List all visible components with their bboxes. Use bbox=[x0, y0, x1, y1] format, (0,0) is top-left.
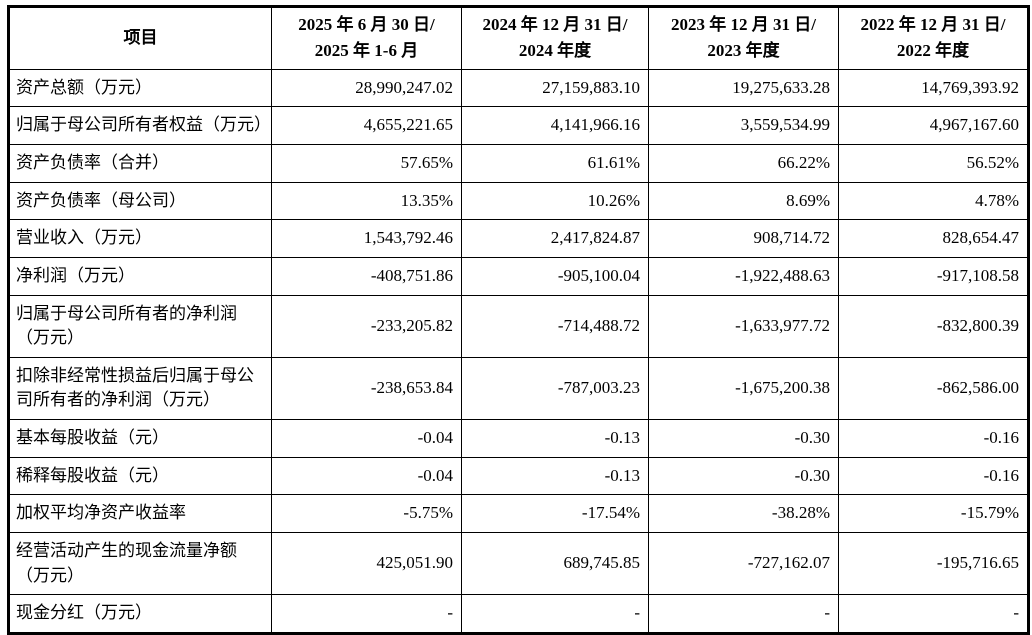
cell-value: - bbox=[648, 594, 839, 634]
cell-value: 57.65% bbox=[271, 143, 462, 183]
table-row: 归属于母公司所有者权益（万元） 4,655,221.65 4,141,966.1… bbox=[8, 106, 1029, 145]
cell-value: 10.26% bbox=[461, 181, 649, 221]
table-row: 加权平均净资产收益率 -5.75% -17.54% -38.28% -15.79… bbox=[8, 494, 1029, 534]
column-header-2023: 2023 年 12 月 31 日/ 2023 年度 bbox=[648, 6, 839, 70]
cell-value: 425,051.90 bbox=[271, 532, 462, 596]
cell-value: -5.75% bbox=[271, 494, 462, 534]
table-row: 稀释每股收益（元） -0.04 -0.13 -0.30 -0.16 bbox=[8, 456, 1029, 496]
column-header-item: 项目 bbox=[8, 6, 272, 70]
row-label: 资产负债率（合并） bbox=[8, 143, 272, 183]
cell-value: -832,800.39 bbox=[838, 294, 1029, 358]
table-row: 现金分红（万元） - - - - bbox=[8, 594, 1029, 634]
row-label: 稀释每股收益（元） bbox=[8, 456, 272, 496]
cell-value: 4,967,167.60 bbox=[838, 106, 1029, 145]
cell-value: - bbox=[271, 594, 462, 634]
financial-summary-table: 项目 2025 年 6 月 30 日/ 2025 年 1-6 月 2024 年 … bbox=[7, 5, 1030, 635]
table-row: 营业收入（万元） 1,543,792.46 2,417,824.87 908,7… bbox=[8, 219, 1029, 258]
cell-value: 1,543,792.46 bbox=[271, 219, 462, 258]
row-label: 资产负债率（母公司） bbox=[8, 181, 272, 221]
cell-value: -787,003.23 bbox=[461, 356, 649, 421]
cell-value: 27,159,883.10 bbox=[461, 68, 649, 108]
cell-value: -38.28% bbox=[648, 494, 839, 534]
cell-value: -195,716.65 bbox=[838, 532, 1029, 596]
cell-value: -408,751.86 bbox=[271, 256, 462, 296]
cell-value: -0.16 bbox=[838, 456, 1029, 496]
cell-value: 14,769,393.92 bbox=[838, 68, 1029, 108]
table-row: 归属于母公司所有者的净利润（万元） -233,205.82 -714,488.7… bbox=[8, 294, 1029, 358]
cell-value: -17.54% bbox=[461, 494, 649, 534]
row-label: 归属于母公司所有者的净利润（万元） bbox=[8, 294, 272, 358]
cell-value: -917,108.58 bbox=[838, 256, 1029, 296]
cell-value: 3,559,534.99 bbox=[648, 106, 839, 145]
table-row: 资产负债率（合并） 57.65% 61.61% 66.22% 56.52% bbox=[8, 143, 1029, 183]
cell-value: -0.13 bbox=[461, 456, 649, 496]
cell-value: -0.04 bbox=[271, 419, 462, 458]
cell-value: 689,745.85 bbox=[461, 532, 649, 596]
column-header-2024: 2024 年 12 月 31 日/ 2024 年度 bbox=[461, 6, 649, 70]
cell-value: -727,162.07 bbox=[648, 532, 839, 596]
cell-value: 4,655,221.65 bbox=[271, 106, 462, 145]
cell-value: -0.16 bbox=[838, 419, 1029, 458]
row-label: 经营活动产生的现金流量净额（万元） bbox=[8, 532, 272, 596]
cell-value: -862,586.00 bbox=[838, 356, 1029, 421]
cell-value: 2,417,824.87 bbox=[461, 219, 649, 258]
cell-value: 8.69% bbox=[648, 181, 839, 221]
cell-value: 19,275,633.28 bbox=[648, 68, 839, 108]
row-label: 营业收入（万元） bbox=[8, 219, 272, 258]
table-row: 扣除非经常性损益后归属于母公司所有者的净利润（万元） -238,653.84 -… bbox=[8, 356, 1029, 421]
cell-value: -1,633,977.72 bbox=[648, 294, 839, 358]
cell-value: 828,654.47 bbox=[838, 219, 1029, 258]
cell-value: -0.30 bbox=[648, 456, 839, 496]
table-row: 资产负债率（母公司） 13.35% 10.26% 8.69% 4.78% bbox=[8, 181, 1029, 221]
table-row: 资产总额（万元） 28,990,247.02 27,159,883.10 19,… bbox=[8, 68, 1029, 108]
cell-value: 56.52% bbox=[838, 143, 1029, 183]
cell-value: 4.78% bbox=[838, 181, 1029, 221]
cell-value: -0.30 bbox=[648, 419, 839, 458]
cell-value: -15.79% bbox=[838, 494, 1029, 534]
cell-value: -238,653.84 bbox=[271, 356, 462, 421]
row-label: 基本每股收益（元） bbox=[8, 419, 272, 458]
table-row: 基本每股收益（元） -0.04 -0.13 -0.30 -0.16 bbox=[8, 419, 1029, 458]
cell-value: 13.35% bbox=[271, 181, 462, 221]
cell-value: 28,990,247.02 bbox=[271, 68, 462, 108]
row-label: 归属于母公司所有者权益（万元） bbox=[8, 106, 272, 145]
document-page: 项目 2025 年 6 月 30 日/ 2025 年 1-6 月 2024 年 … bbox=[7, 5, 1030, 635]
cell-value: 908,714.72 bbox=[648, 219, 839, 258]
cell-value: - bbox=[838, 594, 1029, 634]
column-header-2022: 2022 年 12 月 31 日/ 2022 年度 bbox=[838, 6, 1029, 70]
row-label: 加权平均净资产收益率 bbox=[8, 494, 272, 534]
cell-value: 4,141,966.16 bbox=[461, 106, 649, 145]
column-header-2025: 2025 年 6 月 30 日/ 2025 年 1-6 月 bbox=[271, 6, 462, 70]
cell-value: 61.61% bbox=[461, 143, 649, 183]
table-row: 经营活动产生的现金流量净额（万元） 425,051.90 689,745.85 … bbox=[8, 532, 1029, 596]
cell-value: 66.22% bbox=[648, 143, 839, 183]
cell-value: -905,100.04 bbox=[461, 256, 649, 296]
row-label: 现金分红（万元） bbox=[8, 594, 272, 634]
cell-value: -0.13 bbox=[461, 419, 649, 458]
row-label: 资产总额（万元） bbox=[8, 68, 272, 108]
cell-value: -233,205.82 bbox=[271, 294, 462, 358]
cell-value: -0.04 bbox=[271, 456, 462, 496]
header-row: 项目 2025 年 6 月 30 日/ 2025 年 1-6 月 2024 年 … bbox=[8, 6, 1029, 70]
cell-value: - bbox=[461, 594, 649, 634]
cell-value: -1,675,200.38 bbox=[648, 356, 839, 421]
cell-value: -1,922,488.63 bbox=[648, 256, 839, 296]
row-label: 净利润（万元） bbox=[8, 256, 272, 296]
cell-value: -714,488.72 bbox=[461, 294, 649, 358]
row-label: 扣除非经常性损益后归属于母公司所有者的净利润（万元） bbox=[8, 356, 272, 421]
table-row: 净利润（万元） -408,751.86 -905,100.04 -1,922,4… bbox=[8, 256, 1029, 296]
